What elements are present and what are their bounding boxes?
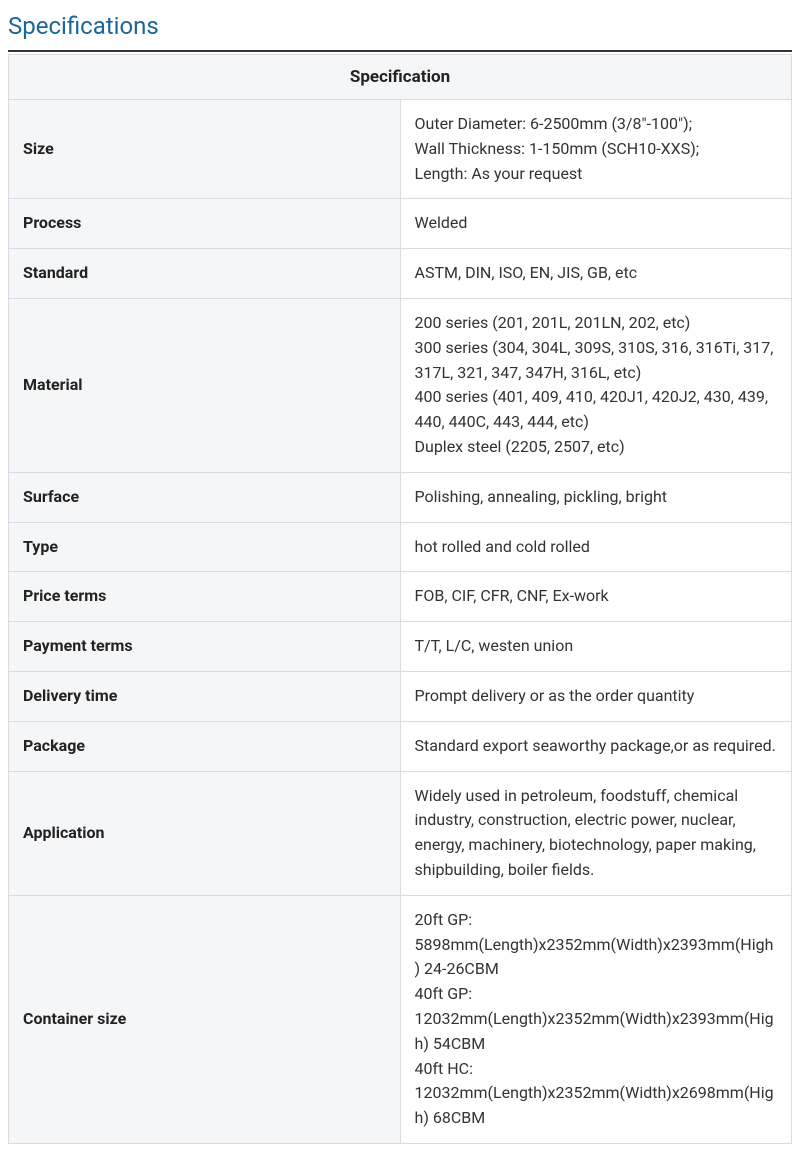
row-value: 200 series (201, 201L, 201LN, 202, etc) …	[400, 298, 792, 472]
row-label: Payment terms	[9, 622, 401, 672]
table-body: SizeOuter Diameter: 6-2500mm (3/8"-100")…	[9, 100, 792, 1144]
row-label: Package	[9, 721, 401, 771]
row-value: T/T, L/C, westen union	[400, 622, 792, 672]
table-row: Delivery timePrompt delivery or as the o…	[9, 671, 792, 721]
table-row: PackageStandard export seaworthy package…	[9, 721, 792, 771]
table-row: Typehot rolled and cold rolled	[9, 522, 792, 572]
row-value: hot rolled and cold rolled	[400, 522, 792, 572]
row-value: Welded	[400, 199, 792, 249]
table-row: StandardASTM, DIN, ISO, EN, JIS, GB, etc	[9, 249, 792, 299]
row-value: ASTM, DIN, ISO, EN, JIS, GB, etc	[400, 249, 792, 299]
table-row: Material200 series (201, 201L, 201LN, 20…	[9, 298, 792, 472]
table-header: Specification	[9, 55, 792, 100]
row-value: Standard export seaworthy package,or as …	[400, 721, 792, 771]
row-label: Type	[9, 522, 401, 572]
row-value: Widely used in petroleum, foodstuff, che…	[400, 771, 792, 895]
row-label: Process	[9, 199, 401, 249]
specification-table: Specification SizeOuter Diameter: 6-2500…	[8, 54, 792, 1144]
row-value: 20ft GP: 5898mm(Length)x2352mm(Width)x23…	[400, 895, 792, 1143]
row-label: Delivery time	[9, 671, 401, 721]
row-value: FOB, CIF, CFR, CNF, Ex-work	[400, 572, 792, 622]
row-label: Application	[9, 771, 401, 895]
row-label: Material	[9, 298, 401, 472]
table-row: Payment termsT/T, L/C, westen union	[9, 622, 792, 672]
row-label: Price terms	[9, 572, 401, 622]
table-row: SizeOuter Diameter: 6-2500mm (3/8"-100")…	[9, 100, 792, 199]
section-title: Specifications	[8, 4, 792, 52]
row-label: Surface	[9, 472, 401, 522]
table-row: Container size20ft GP: 5898mm(Length)x23…	[9, 895, 792, 1143]
table-row: SurfacePolishing, annealing, pickling, b…	[9, 472, 792, 522]
table-row: ProcessWelded	[9, 199, 792, 249]
row-label: Container size	[9, 895, 401, 1143]
row-label: Standard	[9, 249, 401, 299]
specifications-section: Specifications Specification SizeOuter D…	[0, 0, 800, 1152]
row-label: Size	[9, 100, 401, 199]
table-row: Price termsFOB, CIF, CFR, CNF, Ex-work	[9, 572, 792, 622]
table-row: ApplicationWidely used in petroleum, foo…	[9, 771, 792, 895]
row-value: Polishing, annealing, pickling, bright	[400, 472, 792, 522]
row-value: Outer Diameter: 6-2500mm (3/8"-100"); Wa…	[400, 100, 792, 199]
row-value: Prompt delivery or as the order quantity	[400, 671, 792, 721]
